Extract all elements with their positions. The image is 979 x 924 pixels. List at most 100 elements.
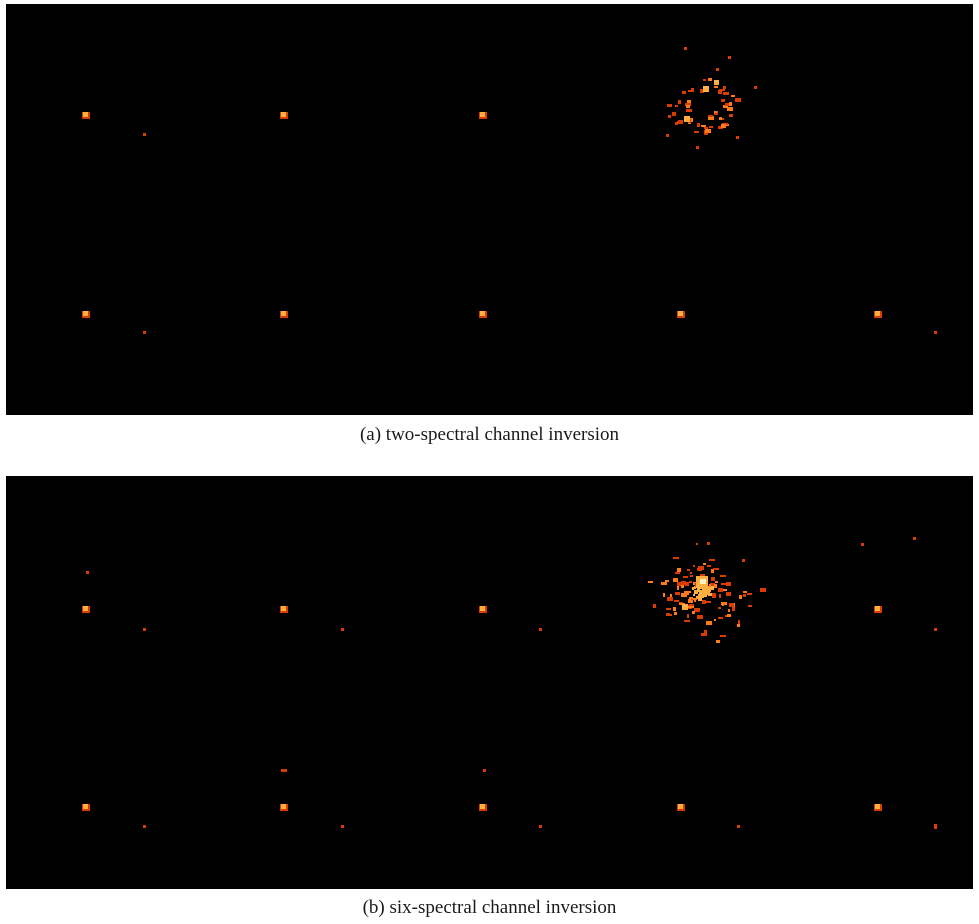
blob-pixel [684,620,690,622]
emission-spot-core [480,112,485,117]
blob-pixel [709,586,714,590]
blob-pixel [703,563,706,565]
blob-pixel [674,612,677,615]
blob-pixel [681,581,686,585]
blob-pixel [726,582,731,586]
blob-pixel [738,620,740,624]
blob-pixel [690,575,693,577]
blob-pixel [688,600,693,603]
blob-pixel [727,107,733,111]
blob-pixel [720,575,726,577]
blob-pixel [720,635,726,637]
noise-pixel [913,537,916,540]
blob-pixel [696,543,698,545]
emission-spot-core [281,311,286,316]
blob-pixel [706,601,711,603]
emission-spot-core [480,606,485,611]
blob-pixel [667,104,672,107]
caption-a: (a) two-spectral channel inversion [359,424,620,445]
noise-pixel [143,133,146,136]
blob-pixel [706,588,711,590]
blob-pixel [669,614,672,616]
blob-pixel [723,86,726,89]
emission-spot-core [83,311,88,316]
blob-pixel [701,590,706,592]
blob-pixel [693,594,695,596]
blob-pixel [714,584,717,588]
blob-pixel [703,79,706,81]
blob-pixel [706,621,712,625]
blob-pixel [687,614,689,618]
blob-pixel [693,565,695,567]
blob-pixel [697,123,700,127]
blob-pixel [703,591,708,594]
noise-pixel [934,628,937,631]
emission-spot-core [480,804,485,809]
blob-pixel [675,122,678,125]
blob-pixel [667,597,673,601]
blob-pixel [689,591,691,593]
blob-pixel [718,126,723,129]
blob-pixel [747,593,752,595]
noise-pixel [341,628,344,631]
blob-pixel [668,115,671,118]
blob-pixel [705,129,711,133]
blob-pixel [707,542,710,545]
blob-pixel [739,595,742,599]
blob-pixel [708,78,712,81]
blob-pixel [704,630,707,633]
blob-pixel [666,608,671,610]
noise-pixel [539,628,542,631]
blob-pixel [700,89,704,93]
blob-pixel [692,587,694,590]
blob-pixel [732,607,735,611]
reconstruction-image-a [82,47,937,334]
blob-pixel [690,572,692,574]
blob-pixel [698,594,704,598]
blob-pixel [703,86,709,92]
blob-pixel [692,611,695,614]
blob-pixel [737,624,740,627]
blob-pixel [686,105,690,108]
blob-pixel [693,598,697,600]
blob-pixel [678,100,681,104]
blob-pixel [709,126,713,128]
emission-spot-core [281,606,286,611]
blob-pixel [718,90,722,94]
blob-pixel [686,109,692,112]
blob-core [682,604,688,610]
blob-pixel [731,95,735,97]
blob-pixel [677,568,681,572]
blob-pixel [691,88,694,92]
blob-pixel [729,114,733,117]
blob-highlight [700,579,706,584]
blob-pixel [684,47,687,50]
blob-pixel [683,576,688,578]
emission-spot-core [83,606,88,611]
blob-pixel [721,124,726,128]
emission-spot-core [83,112,88,117]
blob-pixel [677,582,681,586]
blob-pixel [728,609,730,612]
emission-spot-core [83,804,88,809]
blob-pixel [675,105,678,107]
noise-pixel [86,571,89,574]
blob-pixel [684,116,690,122]
blob-pixel [697,589,700,592]
blob-pixel [702,600,706,604]
blob-pixel [754,86,757,89]
blob-pixel [723,92,729,95]
blob-pixel [694,599,696,602]
blob-pixel [685,582,689,586]
emission-spot-core [281,804,286,809]
blob-pixel [721,583,726,585]
emission-spot-core [281,112,286,117]
image-panel-b [6,476,973,889]
blob-pixel [648,581,653,583]
blob-pixel [701,633,707,636]
blob-pixel [727,614,731,617]
blob-pixel [710,583,715,587]
blob-pixel [696,146,699,149]
blob-pixel [743,594,746,597]
blob-pixel [694,590,698,594]
